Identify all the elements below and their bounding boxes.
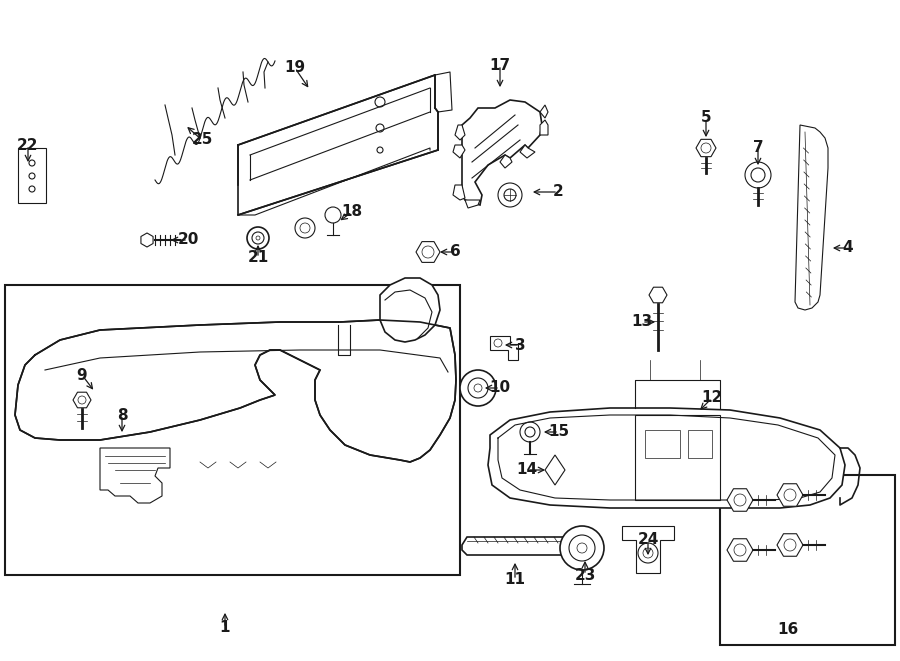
Polygon shape bbox=[649, 288, 667, 303]
Polygon shape bbox=[462, 537, 600, 555]
Circle shape bbox=[247, 227, 269, 249]
Polygon shape bbox=[73, 392, 91, 408]
Polygon shape bbox=[465, 200, 480, 208]
Text: 16: 16 bbox=[778, 623, 798, 637]
Circle shape bbox=[256, 236, 260, 240]
Text: 11: 11 bbox=[505, 572, 526, 588]
Bar bbox=[720, 475, 895, 645]
Text: 15: 15 bbox=[548, 424, 570, 440]
Text: 10: 10 bbox=[490, 381, 510, 395]
Text: 1: 1 bbox=[220, 621, 230, 635]
Circle shape bbox=[498, 183, 522, 207]
Polygon shape bbox=[488, 408, 845, 508]
Text: 20: 20 bbox=[177, 233, 199, 247]
Text: 12: 12 bbox=[701, 391, 723, 405]
Polygon shape bbox=[141, 233, 153, 247]
Circle shape bbox=[325, 207, 341, 223]
Polygon shape bbox=[490, 336, 518, 360]
Text: 21: 21 bbox=[248, 251, 268, 266]
Polygon shape bbox=[500, 155, 512, 168]
Circle shape bbox=[751, 168, 765, 182]
Text: 9: 9 bbox=[76, 368, 87, 383]
Text: 6: 6 bbox=[450, 245, 461, 260]
Circle shape bbox=[525, 427, 535, 437]
Polygon shape bbox=[18, 148, 46, 203]
Circle shape bbox=[460, 370, 496, 406]
Text: 4: 4 bbox=[842, 241, 853, 256]
Polygon shape bbox=[520, 145, 535, 158]
Text: 17: 17 bbox=[490, 58, 510, 73]
Polygon shape bbox=[545, 455, 565, 485]
Circle shape bbox=[504, 189, 516, 201]
Text: 2: 2 bbox=[553, 184, 563, 200]
Polygon shape bbox=[455, 125, 465, 140]
Bar bbox=[5, 285, 460, 575]
Polygon shape bbox=[696, 139, 716, 157]
Polygon shape bbox=[727, 539, 753, 561]
Polygon shape bbox=[540, 105, 548, 118]
Polygon shape bbox=[15, 320, 456, 462]
Polygon shape bbox=[777, 533, 803, 557]
Circle shape bbox=[295, 218, 315, 238]
Circle shape bbox=[520, 422, 540, 442]
Circle shape bbox=[560, 526, 604, 570]
Polygon shape bbox=[380, 278, 440, 342]
Text: 8: 8 bbox=[117, 407, 127, 422]
Polygon shape bbox=[238, 75, 438, 215]
Text: 5: 5 bbox=[701, 110, 711, 126]
Polygon shape bbox=[540, 120, 548, 135]
Polygon shape bbox=[622, 526, 674, 573]
Text: 25: 25 bbox=[192, 132, 212, 147]
Polygon shape bbox=[416, 242, 440, 262]
Text: 13: 13 bbox=[632, 315, 652, 329]
Text: 7: 7 bbox=[752, 141, 763, 155]
Text: 19: 19 bbox=[284, 61, 306, 75]
Polygon shape bbox=[453, 185, 465, 200]
Text: 23: 23 bbox=[574, 568, 596, 582]
Polygon shape bbox=[453, 145, 465, 158]
Text: 24: 24 bbox=[637, 533, 659, 547]
Text: 22: 22 bbox=[17, 137, 39, 153]
Text: 14: 14 bbox=[517, 463, 537, 477]
Text: 18: 18 bbox=[341, 204, 363, 219]
Polygon shape bbox=[462, 100, 542, 205]
Polygon shape bbox=[795, 125, 828, 310]
Polygon shape bbox=[777, 484, 803, 506]
Polygon shape bbox=[727, 488, 753, 511]
Text: 3: 3 bbox=[515, 338, 526, 352]
Circle shape bbox=[745, 162, 771, 188]
Polygon shape bbox=[100, 448, 170, 503]
